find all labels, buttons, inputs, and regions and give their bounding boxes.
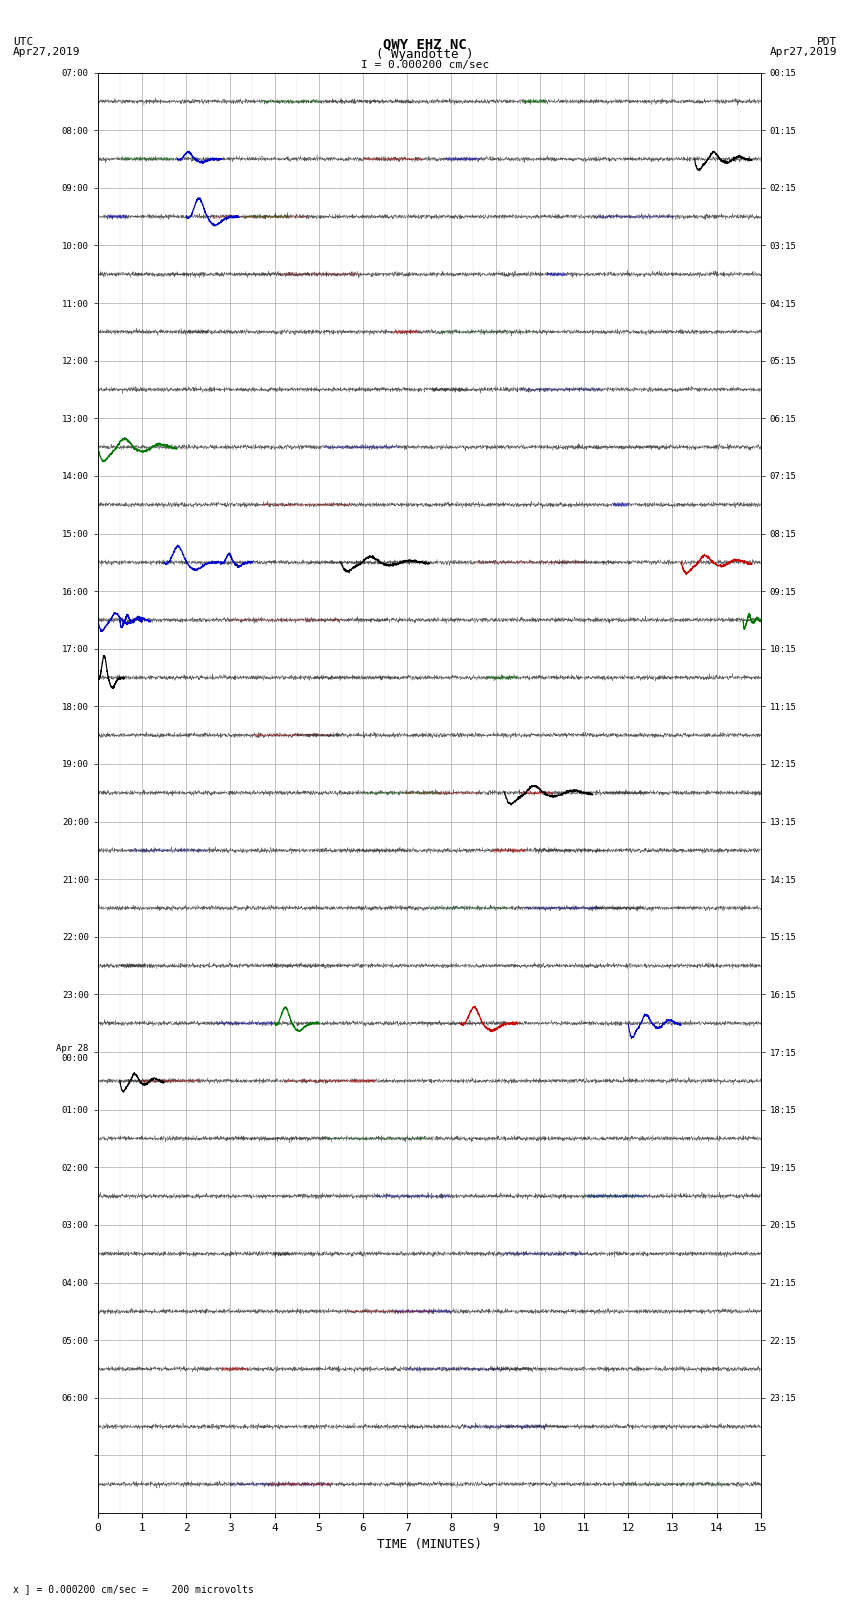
Text: Apr27,2019: Apr27,2019: [770, 47, 837, 56]
Text: QWY EHZ NC: QWY EHZ NC: [383, 37, 467, 52]
Text: Apr27,2019: Apr27,2019: [13, 47, 80, 56]
X-axis label: TIME (MINUTES): TIME (MINUTES): [377, 1539, 482, 1552]
Text: I = 0.000200 cm/sec: I = 0.000200 cm/sec: [361, 60, 489, 69]
Text: x ] = 0.000200 cm/sec =    200 microvolts: x ] = 0.000200 cm/sec = 200 microvolts: [13, 1584, 253, 1594]
Text: PDT: PDT: [817, 37, 837, 47]
Text: UTC: UTC: [13, 37, 33, 47]
Text: ( Wyandotte ): ( Wyandotte ): [377, 48, 473, 61]
